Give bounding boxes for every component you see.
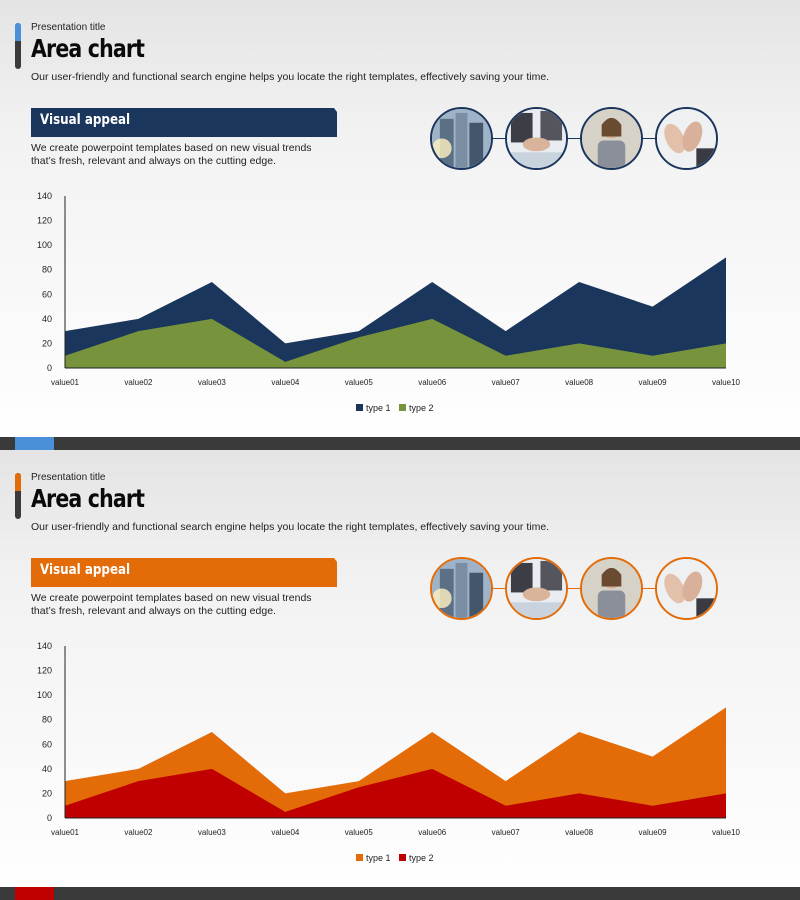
businesswoman-phone-photo-image — [582, 109, 641, 168]
footer-accent — [15, 887, 54, 900]
slide-subtitle: Our user-friendly and functional search … — [31, 521, 550, 533]
chart-legend: type 1 type 2 — [356, 853, 434, 863]
chart-legend: type 1 type 2 — [356, 403, 434, 413]
applause-hands-photo — [655, 557, 718, 620]
visual-appeal-banner: Visual appeal — [31, 108, 337, 137]
business-handshake-photo-image — [507, 109, 566, 168]
y-tick-label: 120 — [37, 666, 52, 676]
slide-1: Presentation title Area chart Our user-f… — [0, 0, 800, 450]
photo-strip — [430, 557, 720, 621]
series-area-type-2 — [65, 768, 726, 818]
footer-accent — [15, 437, 54, 450]
applause-hands-photo-image — [657, 109, 716, 168]
slide-title: Area chart — [31, 484, 145, 513]
photo-strip — [430, 107, 720, 171]
y-tick-label: 80 — [42, 715, 52, 725]
legend-label: type 2 — [409, 403, 434, 413]
y-tick-label: 120 — [37, 216, 52, 226]
city-buildings-photo — [430, 107, 493, 170]
y-tick-label: 60 — [42, 739, 52, 749]
y-tick-label: 0 — [47, 363, 52, 373]
business-handshake-photo — [505, 557, 568, 620]
title-accent-bar — [15, 473, 21, 519]
x-tick-label: value05 — [345, 378, 374, 387]
x-tick-label: value10 — [712, 378, 741, 387]
city-buildings-photo-image — [432, 559, 491, 618]
x-tick-label: value10 — [712, 828, 741, 837]
banner-label: Visual appeal — [40, 562, 131, 578]
title-accent-bar — [15, 23, 21, 69]
y-tick-label: 140 — [37, 191, 52, 201]
businesswoman-phone-photo — [580, 107, 643, 170]
description-text: We create powerpoint templates based on … — [31, 142, 312, 167]
footer-bar — [0, 437, 800, 450]
y-tick-label: 40 — [42, 314, 52, 324]
legend-swatch — [399, 854, 406, 861]
x-tick-label: value06 — [418, 828, 447, 837]
slide-title: Area chart — [31, 34, 145, 63]
area-chart: 0 20 40 60 80 100 120 140 value01 value02 value03 v… — [37, 641, 741, 863]
y-tick-label: 20 — [42, 788, 52, 798]
city-buildings-photo — [430, 557, 493, 620]
x-tick-label: value05 — [345, 828, 374, 837]
x-tick-label: value04 — [271, 828, 300, 837]
x-tick-label: value08 — [565, 378, 594, 387]
legend-swatch — [399, 404, 406, 411]
x-tick-label: value06 — [418, 378, 447, 387]
y-tick-label: 100 — [37, 240, 52, 250]
y-tick-label: 60 — [42, 289, 52, 299]
y-tick-label: 40 — [42, 764, 52, 774]
y-tick-label: 80 — [42, 265, 52, 275]
area-chart: 0 20 40 60 80 100 120 140 value01 value02 value03 v… — [37, 191, 741, 413]
banner-label: Visual appeal — [40, 112, 131, 128]
legend-swatch — [356, 404, 363, 411]
x-tick-label: value07 — [492, 378, 521, 387]
business-handshake-photo — [505, 107, 568, 170]
x-tick-label: value09 — [639, 378, 668, 387]
footer-bar — [0, 887, 800, 900]
x-tick-label: value03 — [198, 378, 227, 387]
title-accent-bar-top — [15, 473, 21, 491]
businesswoman-phone-photo — [580, 557, 643, 620]
x-tick-label: value01 — [51, 828, 80, 837]
y-tick-label: 20 — [42, 338, 52, 348]
x-tick-label: value07 — [492, 828, 521, 837]
businesswoman-phone-photo-image — [582, 559, 641, 618]
business-handshake-photo-image — [507, 559, 566, 618]
y-tick-label: 140 — [37, 641, 52, 651]
legend-label: type 2 — [409, 853, 434, 863]
city-buildings-photo-image — [432, 109, 491, 168]
x-tick-label: value03 — [198, 828, 227, 837]
presentation-title: Presentation title — [31, 472, 106, 483]
photo-connector-line — [460, 588, 690, 589]
legend-label: type 1 — [366, 853, 391, 863]
photo-connector-line — [460, 138, 690, 139]
presentation-title: Presentation title — [31, 22, 106, 33]
title-accent-bar-top — [15, 23, 21, 41]
x-tick-label: value08 — [565, 828, 594, 837]
slide-subtitle: Our user-friendly and functional search … — [31, 71, 550, 83]
y-tick-label: 100 — [37, 690, 52, 700]
y-tick-label: 0 — [47, 813, 52, 823]
description-text: We create powerpoint templates based on … — [31, 592, 312, 617]
legend-swatch — [356, 854, 363, 861]
x-tick-label: value02 — [124, 378, 153, 387]
x-tick-label: value09 — [639, 828, 668, 837]
applause-hands-photo — [655, 107, 718, 170]
x-tick-label: value02 — [124, 828, 153, 837]
visual-appeal-banner: Visual appeal — [31, 558, 337, 587]
legend-label: type 1 — [366, 403, 391, 413]
series-area-type-2 — [65, 318, 726, 368]
slide-2: Presentation title Area chart Our user-f… — [0, 450, 800, 900]
applause-hands-photo-image — [657, 559, 716, 618]
x-tick-label: value04 — [271, 378, 300, 387]
x-tick-label: value01 — [51, 378, 80, 387]
